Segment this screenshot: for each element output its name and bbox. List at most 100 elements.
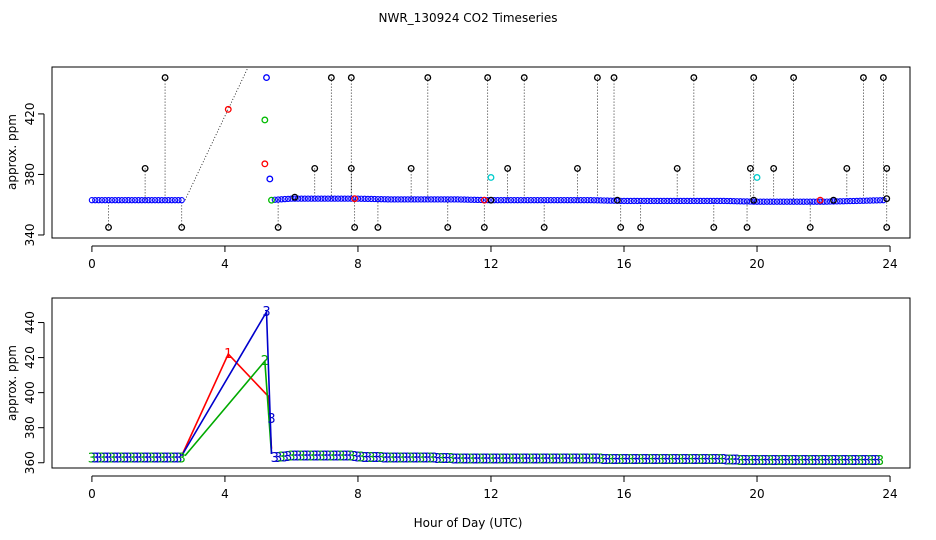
- baseline-point: [507, 197, 515, 204]
- baseline-marker: 3: [507, 452, 515, 467]
- baseline-point: [820, 198, 827, 205]
- baseline-marker: 3: [710, 453, 718, 468]
- baseline-point: [860, 197, 867, 204]
- data-point: [484, 74, 492, 82]
- baseline-marker: 3: [447, 452, 455, 467]
- baseline-point: [797, 198, 804, 205]
- baseline-point: [560, 197, 568, 204]
- baseline-marker: 3: [627, 453, 635, 468]
- baseline-point: [537, 197, 545, 204]
- baseline-point: [727, 197, 734, 205]
- data-point: [424, 74, 432, 82]
- baseline-marker: 3: [304, 450, 312, 465]
- baseline-point: [344, 195, 352, 202]
- baseline-marker: 3: [337, 450, 345, 465]
- baseline-point: [753, 198, 761, 205]
- baseline-point: [697, 197, 704, 205]
- baseline-marker: 3: [380, 451, 388, 466]
- baseline-marker: 3: [291, 450, 299, 465]
- baseline-marker: 3: [813, 454, 821, 469]
- baseline-marker: 3: [783, 454, 791, 469]
- data-point: [105, 223, 112, 231]
- data-point: [617, 223, 625, 231]
- baseline-marker: 3: [527, 452, 535, 467]
- data-point: [710, 223, 718, 231]
- baseline-point: [461, 196, 468, 203]
- baseline-point: [644, 197, 651, 205]
- x-axis-title: Hour of Day (UTC): [414, 516, 523, 530]
- data-point: [843, 164, 851, 172]
- baseline-marker: 3: [513, 452, 521, 467]
- baseline-marker: 3: [843, 454, 851, 469]
- data-point: [613, 196, 621, 204]
- baseline-point: [178, 197, 185, 204]
- y-tick-label: 380: [23, 163, 37, 186]
- baseline-point: [833, 198, 840, 205]
- baseline-point: [747, 198, 754, 205]
- data-point: [480, 223, 488, 231]
- baseline-marker: 3: [763, 454, 771, 469]
- baseline-marker: 3: [400, 451, 408, 466]
- baseline-marker: 3: [866, 454, 874, 469]
- baseline-point: [474, 196, 481, 204]
- data-point: [480, 196, 488, 204]
- baseline-point: [700, 197, 707, 205]
- data-point: [263, 74, 270, 82]
- baseline-marker: 3: [341, 450, 349, 465]
- panel-top-marks: [88, 66, 891, 231]
- baseline-marker: 3: [161, 451, 169, 466]
- baseline-marker: 3: [853, 454, 861, 469]
- baseline-marker: 3: [474, 452, 482, 467]
- baseline-marker: 3: [826, 454, 834, 469]
- baseline-point: [467, 196, 475, 203]
- baseline-point: [301, 195, 308, 202]
- baseline-marker: 3: [673, 453, 681, 468]
- baseline-marker: 3: [284, 450, 292, 465]
- baseline-marker: 3: [636, 453, 644, 468]
- baseline-point: [161, 197, 169, 204]
- baseline-marker: 3: [696, 453, 704, 468]
- baseline-point: [634, 197, 641, 205]
- baseline-marker: 3: [430, 452, 438, 467]
- series-line: [184, 359, 273, 457]
- baseline-point: [118, 197, 125, 204]
- baseline-marker: 3: [630, 453, 638, 468]
- baseline-point: [122, 197, 129, 204]
- baseline-point: [837, 198, 844, 205]
- baseline-marker: 3: [803, 454, 811, 469]
- calibration-ramp: [184, 66, 249, 201]
- baseline-point: [524, 197, 531, 204]
- panel-top-y-label: approx. ppm: [5, 114, 19, 190]
- baseline-marker: 3: [414, 451, 422, 466]
- x-tick-label: 16: [616, 257, 631, 271]
- baseline-point: [331, 195, 338, 202]
- baseline-marker: 3: [693, 453, 701, 468]
- baseline-marker: 3: [301, 450, 309, 465]
- baseline-marker: 3: [603, 453, 611, 468]
- baseline-point: [604, 197, 611, 204]
- x-tick-label: 24: [882, 487, 897, 501]
- baseline-point: [125, 197, 132, 204]
- baseline-point: [437, 196, 445, 203]
- baseline-point: [876, 197, 884, 204]
- baseline-marker: 3: [467, 452, 475, 467]
- baseline-point: [374, 195, 382, 203]
- baseline-marker: 3: [158, 451, 166, 466]
- baseline-marker: 3: [577, 452, 585, 467]
- baseline-point: [720, 197, 727, 205]
- baseline-point: [780, 198, 787, 205]
- baseline-marker: 3: [503, 452, 511, 467]
- data-point: [879, 74, 887, 82]
- baseline-marker: 3: [484, 452, 492, 467]
- baseline-marker: 3: [750, 454, 758, 469]
- baseline-marker: 3: [793, 454, 801, 469]
- baseline-marker: 3: [839, 454, 847, 469]
- baseline-marker: 3: [131, 451, 139, 466]
- baseline-point: [531, 197, 538, 204]
- data-point: [351, 223, 359, 231]
- baseline-marker: 3: [686, 453, 694, 468]
- figure-title: NWR_130924 CO2 Timeseries: [379, 11, 558, 25]
- baseline-marker: 3: [873, 454, 881, 469]
- baseline-marker: 3: [178, 451, 186, 466]
